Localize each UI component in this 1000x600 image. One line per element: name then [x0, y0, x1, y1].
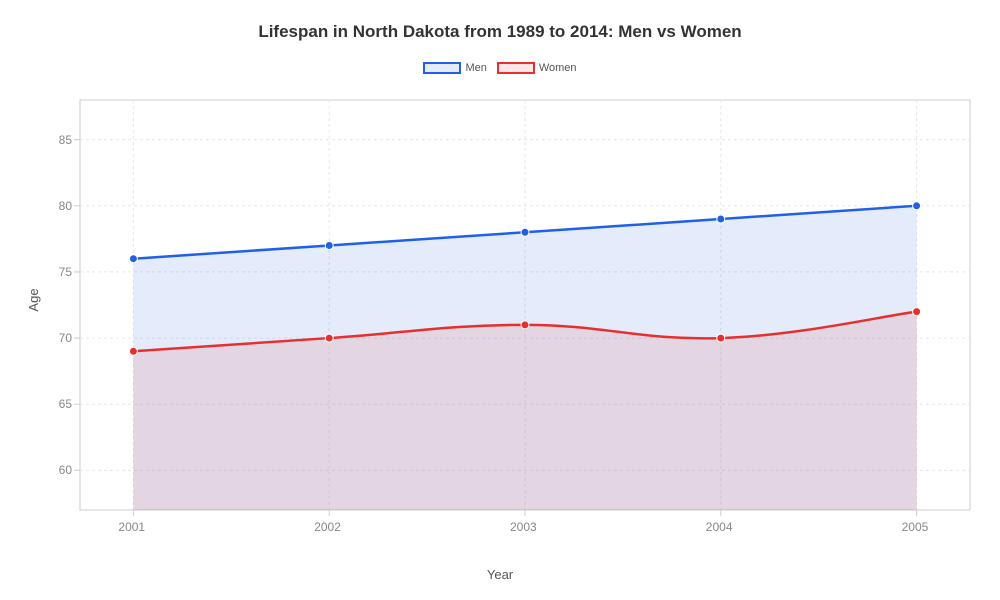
y-tick-label: 70 [59, 331, 72, 345]
legend: Men Women [0, 62, 1000, 74]
x-tick-label: 2005 [902, 520, 929, 534]
x-tick-label: 2004 [706, 520, 733, 534]
plot-area [80, 100, 970, 510]
y-tick-label: 75 [59, 265, 72, 279]
y-tick-label: 80 [59, 199, 72, 213]
legend-swatch-men [423, 62, 461, 74]
chart-title: Lifespan in North Dakota from 1989 to 20… [0, 22, 1000, 42]
chart-container: Lifespan in North Dakota from 1989 to 20… [0, 0, 1000, 600]
y-tick-label: 85 [59, 133, 72, 147]
chart-svg [80, 100, 970, 510]
legend-label-men: Men [465, 62, 486, 74]
legend-swatch-women [497, 62, 535, 74]
legend-item-women: Women [497, 62, 577, 74]
legend-item-men: Men [423, 62, 486, 74]
x-tick-label: 2001 [118, 520, 145, 534]
legend-label-women: Women [539, 62, 577, 74]
x-tick-label: 2002 [314, 520, 341, 534]
y-tick-label: 60 [59, 463, 72, 477]
y-tick-label: 65 [59, 397, 72, 411]
x-tick-label: 2003 [510, 520, 537, 534]
x-axis-label: Year [0, 567, 1000, 582]
y-axis-label: Age [26, 288, 41, 311]
